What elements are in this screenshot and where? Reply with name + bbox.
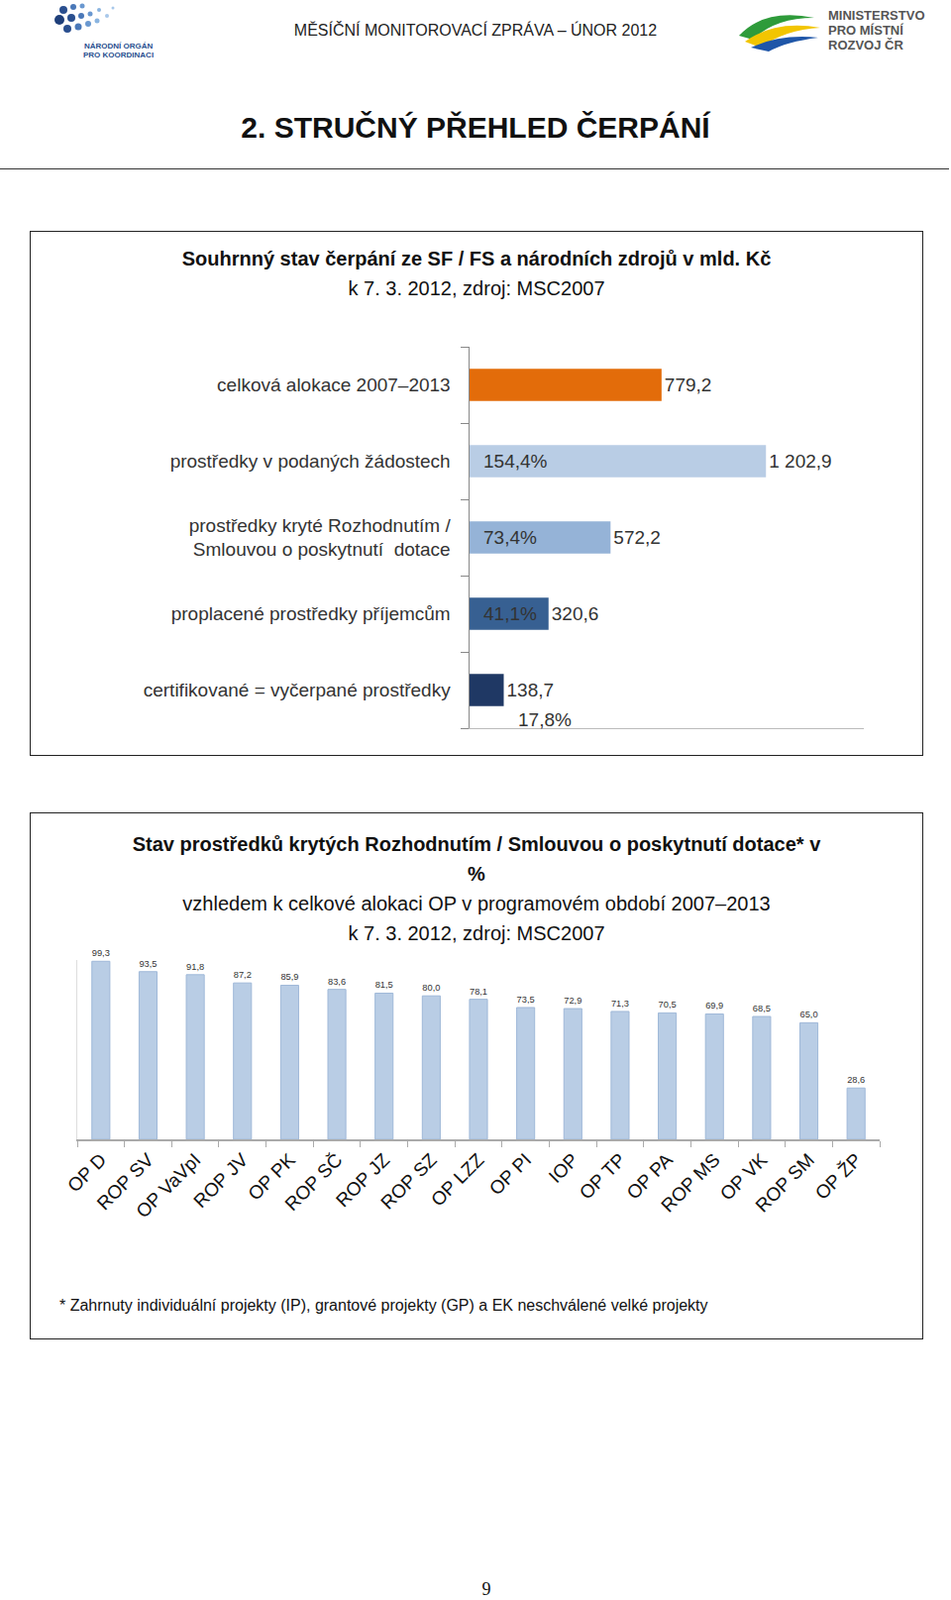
svg-text:OP VK: OP VK <box>716 1149 772 1205</box>
svg-text:71,3: 71,3 <box>611 998 630 1009</box>
svg-text:OP VaVpI: OP VaVpI <box>131 1149 205 1222</box>
svg-text:65,0: 65,0 <box>799 1009 818 1020</box>
svg-text:proplacené prostředky příjemců: proplacené prostředky příjemcům <box>171 603 451 625</box>
svg-text:81,5: 81,5 <box>375 979 394 990</box>
svg-text:70,5: 70,5 <box>658 999 677 1010</box>
svg-text:80,0: 80,0 <box>422 982 440 993</box>
svg-text:OP D: OP D <box>63 1149 110 1196</box>
svg-text:73,4%: 73,4% <box>483 527 537 548</box>
svg-text:138,7: 138,7 <box>507 679 555 701</box>
svg-text:17,8%: 17,8% <box>518 709 572 731</box>
svg-text:OP TP: OP TP <box>575 1149 631 1204</box>
svg-text:prostředky v podaných žádostec: prostředky v podaných žádostech <box>170 450 451 472</box>
svg-text:certifikované = vyčerpané pros: certifikované = vyčerpané prostředky <box>143 679 451 701</box>
html-text:k 7. 3. 2012, zdroj: MSC2007: k 7. 3. 2012, zdroj: MSC2007 <box>348 922 605 945</box>
svg-text:1 202,9: 1 202,9 <box>768 450 832 472</box>
svg-text:779,2: 779,2 <box>664 374 713 396</box>
svg-text:IOP: IOP <box>544 1149 583 1187</box>
svg-text:41,1%: 41,1% <box>483 603 537 625</box>
svg-text:celková alokace 2007–2013: celková alokace 2007–2013 <box>216 374 451 396</box>
svg-text:83,6: 83,6 <box>327 976 346 987</box>
svg-text:prostředky kryté Rozhodnutím /: prostředky kryté Rozhodnutím /Smlouvou o… <box>189 515 452 561</box>
svg-text:154,4%: 154,4% <box>483 450 548 472</box>
svg-text:ROP SV: ROP SV <box>93 1149 159 1215</box>
html-text:9: 9 <box>481 1579 491 1599</box>
svg-text:ROP SM: ROP SM <box>750 1149 819 1217</box>
svg-text:73,5: 73,5 <box>517 994 535 1005</box>
svg-text:72,9: 72,9 <box>563 995 582 1006</box>
svg-text:78,1: 78,1 <box>469 986 488 997</box>
svg-text:572,2: 572,2 <box>613 527 661 548</box>
svg-text:ROP SZ: ROP SZ <box>376 1149 441 1214</box>
svg-text:ROP SČ: ROP SČ <box>280 1149 346 1215</box>
html-text:* Zahrnuty individuální projek: * Zahrnuty individuální projekty (IP), g… <box>59 1296 708 1314</box>
svg-text:OP ŽP: OP ŽP <box>811 1149 866 1204</box>
svg-text:OP PI: OP PI <box>485 1149 535 1199</box>
svg-text:93,5: 93,5 <box>138 958 157 969</box>
html-text:Souhrnný stav čerpání ze SF /: Souhrnný stav čerpání ze SF / FS a národ… <box>181 247 772 270</box>
html-text:MINISTERSTVO PRO MÍSTNÍ ROZVOJ: MINISTERSTVO PRO MÍSTNÍ ROZVOJ ČR <box>828 7 925 53</box>
svg-text:99,3: 99,3 <box>92 948 110 958</box>
html-text:MĚSÍČNÍ MONITOROVACÍ ZPRÁVA –: MĚSÍČNÍ MONITOROVACÍ ZPRÁVA – ÚNOR 2012 <box>294 21 657 39</box>
svg-text:ROP JV: ROP JV <box>189 1149 252 1212</box>
svg-text:OP PA: OP PA <box>622 1149 677 1204</box>
svg-text:85,9: 85,9 <box>280 971 299 982</box>
svg-text:OP PK: OP PK <box>243 1149 300 1205</box>
svg-text:ROP MS: ROP MS <box>656 1149 725 1217</box>
svg-text:ROP JZ: ROP JZ <box>331 1149 395 1212</box>
svg-text:28,6: 28,6 <box>846 1074 865 1085</box>
html-text:k 7. 3. 2012, zdroj: MSC2007: k 7. 3. 2012, zdroj: MSC2007 <box>348 277 605 300</box>
html-text:vzhledem k celkové alokaci OP: vzhledem k celkové alokaci OP v programo… <box>182 892 771 915</box>
svg-text:320,6: 320,6 <box>551 603 600 625</box>
svg-text:68,5: 68,5 <box>752 1003 771 1014</box>
svg-text:OP LZZ: OP LZZ <box>426 1149 489 1211</box>
svg-text:69,9: 69,9 <box>705 1000 724 1011</box>
html-text:Stav prostředků krytých Rozhod: Stav prostředků krytých Rozhodnutím / Sm… <box>132 833 821 885</box>
svg-text:91,8: 91,8 <box>186 961 205 972</box>
html-text:NÁRODNÍ ORGÁN PRO KOORDINACI: NÁRODNÍ ORGÁN PRO KOORDINACI <box>83 41 154 60</box>
svg-text:87,2: 87,2 <box>233 969 252 980</box>
html-text:2. STRUČNÝ PŘEHLED ČERPÁNÍ: 2. STRUČNÝ PŘEHLED ČERPÁNÍ <box>241 110 710 144</box>
